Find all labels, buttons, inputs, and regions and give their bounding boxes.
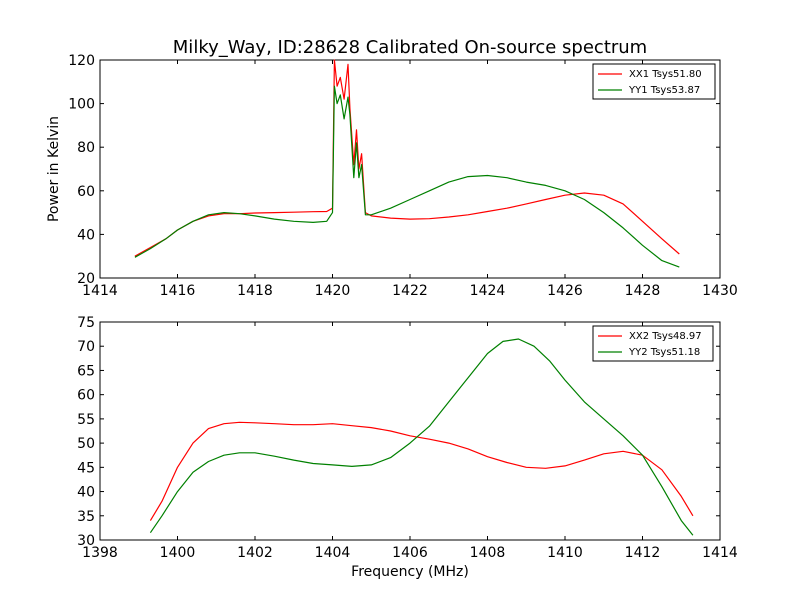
bottom-y-tick-label: 60 [77, 388, 95, 404]
bottom-series-line-yy [149, 338, 694, 536]
top-series-line-yy [134, 85, 680, 268]
bottom-x-ticks: 1398 1400 1402 1404 1406 1408 1410 1412 1414 [82, 322, 738, 561]
top-x-tick-label: 1418 [237, 283, 273, 299]
top-y-tick-label: 80 [77, 140, 95, 156]
bottom-x-tick-label: 1414 [702, 545, 738, 561]
top-x-tick-label: 1424 [470, 283, 506, 299]
top-y-tick-label: 120 [68, 53, 95, 69]
bottom-legend-label-xx2: XX2 Tsys48.97 [629, 331, 702, 342]
bottom-y-tick-label: 70 [77, 339, 95, 355]
bottom-y-ticks: 30 35 40 45 50 55 60 65 70 75 [77, 315, 720, 549]
top-x-tick-label: 1430 [702, 283, 738, 299]
top-y-tick-label: 20 [77, 271, 95, 287]
bottom-y-tick-label: 35 [77, 509, 95, 525]
bottom-legend: XX2 Tsys48.97 YY2 Tsys51.18 [592, 325, 714, 362]
bottom-x-tick-label: 1406 [392, 545, 428, 561]
top-y-tick-label: 60 [77, 184, 95, 200]
bottom-x-tick-label: 1410 [547, 545, 583, 561]
bottom-x-tick-label: 1404 [315, 545, 351, 561]
bottom-panel: Frequency (MHz) 1398 1400 1402 1404 1406 1408… [77, 315, 738, 580]
bottom-y-tick-label: 65 [77, 363, 95, 379]
top-y-ticks: 20 40 60 80 100 120 [68, 53, 720, 287]
top-x-tick-label: 1422 [392, 283, 428, 299]
top-y-tick-label: 100 [68, 97, 95, 113]
top-chart-title: Milky_Way, ID:28628 Calibrated On-source… [173, 37, 647, 58]
top-legend-label-xx1: XX1 Tsys51.80 [629, 69, 702, 80]
top-x-tick-label: 1414 [82, 283, 118, 299]
bottom-x-axis-label: Frequency (MHz) [351, 564, 469, 580]
bottom-y-tick-label: 50 [77, 436, 95, 452]
bottom-legend-box [592, 325, 714, 362]
bottom-x-tick-label: 1412 [625, 545, 661, 561]
top-x-tick-label: 1420 [315, 283, 351, 299]
bottom-y-tick-label: 40 [77, 485, 95, 501]
bottom-x-tick-label: 1408 [470, 545, 506, 561]
bottom-y-tick-label: 45 [77, 460, 95, 476]
bottom-y-tick-label: 55 [77, 412, 95, 428]
bottom-y-tick-label: 75 [77, 315, 95, 331]
bottom-y-tick-label: 30 [77, 533, 95, 549]
top-legend-label-yy1: YY1 Tsys53.87 [628, 85, 700, 96]
top-y-axis-label: Power in Kelvin [46, 116, 62, 222]
bottom-x-tick-label: 1398 [82, 545, 118, 561]
bottom-x-tick-label: 1400 [160, 545, 196, 561]
top-series [134, 59, 680, 268]
bottom-legend-label-yy2: YY2 Tsys51.18 [628, 347, 700, 358]
bottom-series [149, 338, 694, 536]
top-y-tick-label: 40 [77, 227, 95, 243]
top-x-tick-label: 1426 [547, 283, 583, 299]
top-x-tick-label: 1416 [160, 283, 196, 299]
top-x-tick-label: 1428 [625, 283, 661, 299]
top-x-ticks: 1414 1416 1418 1420 1422 1424 1426 1428 1430 [82, 60, 738, 299]
top-legend-box [592, 63, 716, 100]
bottom-x-tick-label: 1402 [237, 545, 273, 561]
top-legend: XX1 Tsys51.80 YY1 Tsys53.87 [592, 63, 716, 100]
bottom-series-line-xx [149, 421, 694, 521]
top-panel: Milky_Way, ID:28628 Calibrated On-source… [46, 37, 738, 299]
